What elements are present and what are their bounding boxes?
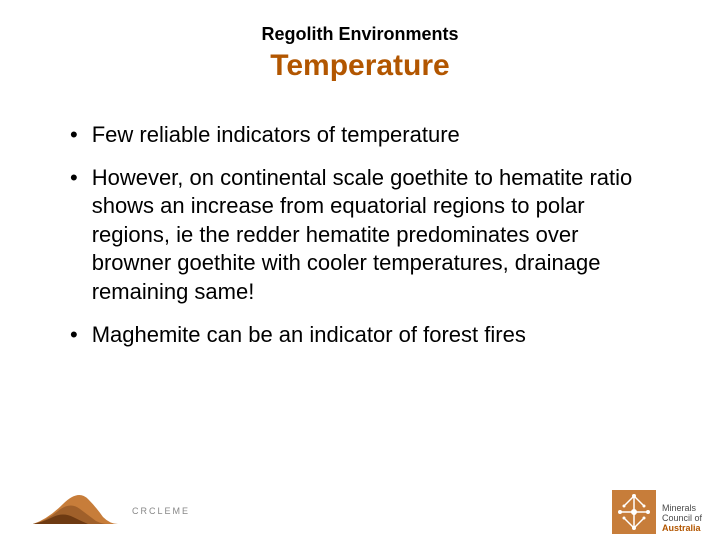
bullet-item: • Maghemite can be an indicator of fores… xyxy=(70,321,650,350)
mca-label: Minerals Council of Australia xyxy=(662,504,702,534)
slide-title: Temperature xyxy=(0,49,720,83)
bullet-text: Few reliable indicators of temperature xyxy=(92,121,460,150)
bullet-text: Maghemite can be an indicator of forest … xyxy=(92,321,526,350)
crc-leme-logo: CRCLEME xyxy=(28,469,208,534)
slide-header: Regolith Environments Temperature xyxy=(0,0,720,83)
crc-leme-label: CRCLEME xyxy=(132,506,190,516)
bullet-dot-icon: • xyxy=(70,321,78,350)
mca-logo: Minerals Council of Australia xyxy=(612,490,702,534)
bullet-text: However, on continental scale goethite t… xyxy=(92,164,650,307)
slide-content: • Few reliable indicators of temperature… xyxy=(0,83,720,349)
bullet-dot-icon: • xyxy=(70,121,78,150)
bullet-item: • However, on continental scale goethite… xyxy=(70,164,650,307)
mca-label-line3: Australia xyxy=(662,524,702,534)
slide-subtitle: Regolith Environments xyxy=(0,24,720,45)
bullet-item: • Few reliable indicators of temperature xyxy=(70,121,650,150)
bullet-dot-icon: • xyxy=(70,164,78,307)
slide-footer: CRCLEME Minerals Council of Australia xyxy=(0,468,720,540)
